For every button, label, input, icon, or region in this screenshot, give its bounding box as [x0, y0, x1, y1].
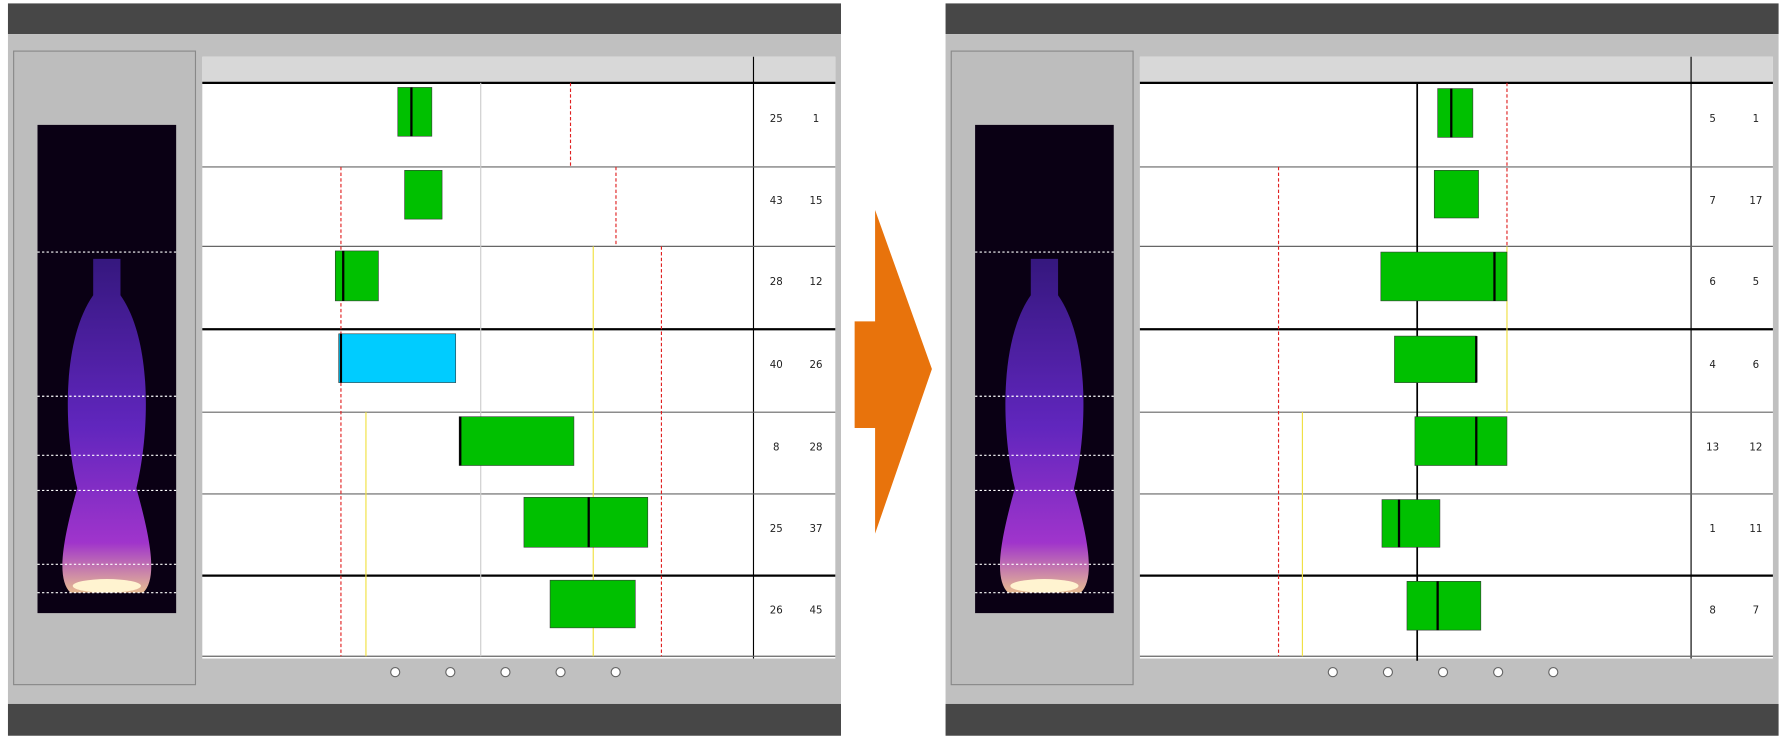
range-box [1415, 417, 1507, 466]
range-box [398, 87, 432, 136]
row-value: 1 [1753, 114, 1760, 125]
radio-button [501, 668, 510, 677]
hot-spot [1010, 579, 1078, 593]
row-value: 11 [1749, 524, 1762, 535]
row-value: 15 [809, 196, 822, 207]
row-value: 37 [809, 524, 822, 535]
radio-button [556, 668, 565, 677]
range-box [1434, 170, 1478, 218]
status-bar [8, 704, 841, 736]
status-bar [946, 704, 1779, 736]
row-value: 1 [813, 114, 820, 125]
row-value: 17 [1749, 196, 1762, 207]
radio-button [1549, 668, 1558, 677]
range-box [1382, 500, 1440, 548]
range-box [335, 251, 378, 301]
row-value: 4 [1709, 360, 1716, 371]
range-box [550, 580, 635, 628]
row-value: 26 [809, 360, 822, 371]
chart-header [202, 57, 835, 83]
range-box [524, 497, 648, 547]
title-bar [946, 3, 1779, 34]
row-value: 7 [1753, 605, 1760, 616]
radio-button [1494, 668, 1503, 677]
range-box [339, 334, 456, 383]
row-value: 13 [1706, 442, 1719, 453]
range-box [1381, 252, 1507, 301]
row-value: 6 [1709, 277, 1716, 288]
row-value: 26 [770, 605, 783, 616]
row-value: 28 [770, 277, 783, 288]
row-value: 12 [1749, 442, 1762, 453]
row-value: 5 [1709, 114, 1716, 125]
row-value: 8 [773, 442, 780, 453]
row-value: 28 [809, 442, 822, 453]
row-value: 40 [770, 360, 783, 371]
transition-arrow [855, 210, 932, 534]
range-box [1394, 336, 1476, 383]
radio-button [391, 668, 400, 677]
row-value: 7 [1709, 196, 1716, 207]
row-value: 25 [770, 524, 783, 535]
row-value: 1 [1709, 524, 1716, 535]
row-value: 25 [770, 114, 783, 125]
title-bar [8, 3, 841, 34]
radio-button [1328, 668, 1337, 677]
row-value: 45 [809, 605, 822, 616]
radio-button [1383, 668, 1392, 677]
row-value: 12 [809, 277, 822, 288]
row-value: 43 [770, 196, 783, 207]
row-value: 5 [1753, 277, 1760, 288]
page: {"before": {"rows": [["25", "1"], ["43",… [0, 0, 1782, 738]
row-value: 6 [1753, 360, 1760, 371]
radio-button [611, 668, 620, 677]
chart-area [202, 57, 835, 659]
radio-button [1438, 668, 1447, 677]
row-value: 8 [1709, 605, 1716, 616]
screenshot: 2514315281240268282537264551717654613121… [0, 0, 1782, 738]
range-box [405, 170, 443, 219]
range-box [1407, 581, 1481, 630]
range-box [1438, 89, 1473, 138]
hot-spot [73, 579, 141, 593]
range-box [459, 417, 574, 466]
chart-header [1140, 57, 1773, 83]
radio-button [446, 668, 455, 677]
